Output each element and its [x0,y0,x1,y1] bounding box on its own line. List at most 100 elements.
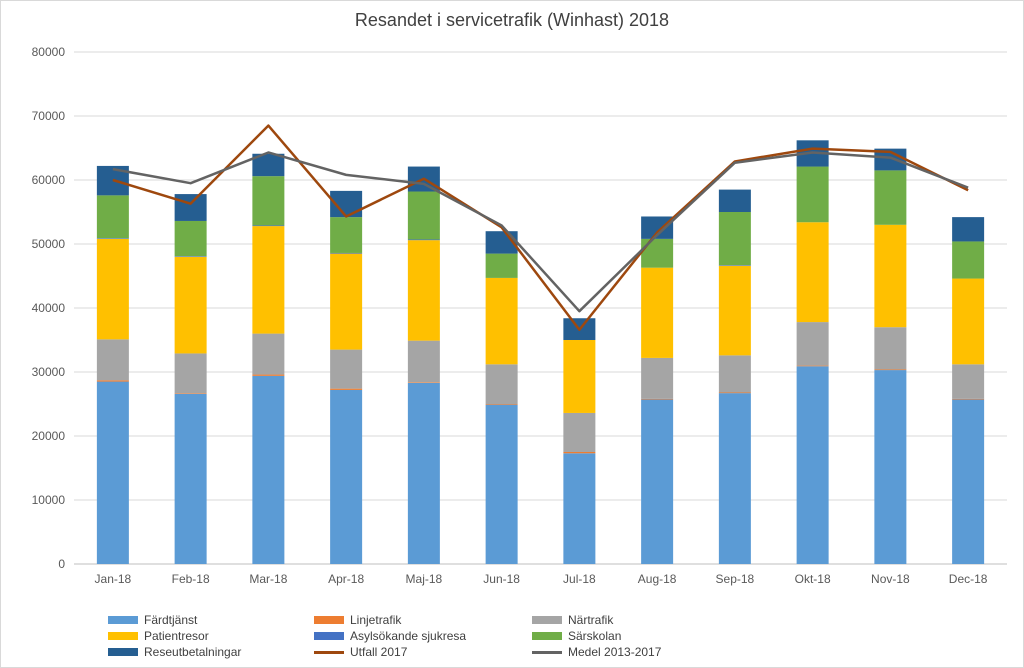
y-tick-label: 10000 [32,493,66,507]
legend-swatch [108,648,138,656]
bar-segment-närtrafik [563,412,596,452]
legend-label: Patientresor [144,629,209,643]
x-tick-label: Jan-18 [95,572,132,586]
x-tick-label: Jul-18 [563,572,596,586]
bar-segment-färdtjänst [718,393,751,564]
bar-segment-patientresor [96,238,129,340]
bar-segment-närtrafik [174,353,207,394]
bar-segment-patientresor [174,256,207,354]
bar-segment-särskolan [796,166,829,223]
bar-segment-asylsökande-sjukresa [96,238,129,239]
chart-title: Resandet i servicetrafik (Winhast) 2018 [354,10,670,30]
bar-segment-linjetrafik [796,365,829,367]
y-tick-label: 0 [58,557,65,571]
bar-segment-särskolan [718,212,751,266]
bar-segment-särskolan [874,170,907,225]
bar-segment-färdtjänst [252,375,285,564]
legend-swatch [108,616,138,624]
legend-label: Asylsökande sjukresa [350,629,467,643]
bar-segment-färdtjänst [485,404,518,564]
bar-segment-linjetrafik [174,393,207,394]
legend-item-reseutbetalningar: Reseutbetalningar [108,644,241,660]
chart-plot: 0 10000 20000 30000 40000 50000 60000 70000 8000… [32,45,1007,586]
legend-item-utfall-2017: Utfall 2017 [314,644,407,660]
x-tick-label: Mar-18 [249,572,287,586]
x-tick-label: Okt-18 [795,572,831,586]
bar-segment-närtrafik [96,339,129,381]
bar-segment-färdtjänst [96,381,129,564]
bar-segment-närtrafik [407,340,440,383]
bar-segment-linjetrafik [874,369,907,371]
bar-segment-patientresor [641,267,674,358]
series-line-utfall-2017 [112,124,969,332]
bar-segment-färdtjänst [641,399,674,564]
bar-segment-patientresor [874,224,907,328]
legend-swatch [314,632,344,640]
legend-label: Särskolan [568,629,622,643]
bar-segment-patientresor [485,277,518,365]
legend-label: Linjetrafik [350,613,402,627]
bar-segment-färdtjänst [407,382,440,564]
y-tick-label: 50000 [32,237,66,251]
bar-segment-reseutbetalningar [874,148,907,171]
bar-segment-patientresor [718,265,751,356]
bar-segment-linjetrafik [407,382,440,383]
x-tick-label: Sep-18 [716,572,755,586]
bar-segment-linjetrafik [485,404,518,405]
bar-segment-patientresor [563,340,596,413]
bar-segment-asylsökande-sjukresa [718,265,751,266]
x-tick-label: Dec-18 [949,572,988,586]
y-tick-label: 30000 [32,365,66,379]
x-tick-label: Aug-18 [638,572,677,586]
bar-segment-särskolan [407,191,440,240]
y-tick-label: 60000 [32,173,66,187]
y-tick-label: 40000 [32,301,66,315]
legend-label: Närtrafik [568,613,614,627]
legend-item-asylsokande-sjukresa: Asylsökande sjukresa [314,628,466,644]
legend-item-linjetrafik: Linjetrafik [314,612,401,628]
bar-segment-linjetrafik [96,380,129,382]
bar-segment-reseutbetalningar [641,216,674,239]
bar-segment-särskolan [174,220,207,257]
bar-segment-närtrafik [485,364,518,404]
bar-segment-färdtjänst [952,399,985,564]
y-tick-label: 70000 [32,109,66,123]
bar-segment-patientresor [252,226,285,334]
bar-segment-asylsökande-sjukresa [252,225,285,227]
bar-segment-färdtjänst [174,393,207,564]
bar-segment-särskolan [96,195,129,239]
bar-segment-färdtjänst [796,366,829,564]
bar-segment-närtrafik [330,349,363,389]
legend-line-swatch [314,650,344,654]
bar-segment-linjetrafik [563,452,596,454]
bar-segment-asylsökande-sjukresa [174,256,207,257]
legend-item-medel-2013-2017: Medel 2013-2017 [532,644,661,660]
legend-line-swatch [532,650,562,654]
bar-segment-linjetrafik [952,398,985,400]
chart-legend: Färdtjänst Patientresor Reseutbetalninga… [108,612,1008,664]
bar-segment-patientresor [330,253,363,350]
bar-segment-särskolan [330,217,363,253]
bar-segment-särskolan [252,176,285,226]
y-tick-label: 80000 [32,45,66,59]
bar-segment-särskolan [641,238,674,268]
bar-segment-reseutbetalningar [174,194,207,221]
y-tick-label: 20000 [32,429,66,443]
x-tick-label: Nov-18 [871,572,910,586]
bar-segment-närtrafik [641,357,674,399]
bar-segment-särskolan [952,241,985,279]
legend-swatch [314,616,344,624]
series-line-medel-2013-2017 [112,151,969,313]
legend-swatch [532,616,562,624]
bar-segment-linjetrafik [330,388,363,390]
legend-label: Färdtjänst [144,613,198,627]
x-tick-label: Maj-18 [406,572,443,586]
legend-swatch [532,632,562,640]
bar-segment-patientresor [796,222,829,323]
bar-segment-linjetrafik [641,398,674,400]
legend-item-nartrafik: Närtrafik [532,612,613,628]
legend-label: Reseutbetalningar [144,645,242,659]
bar-segment-närtrafik [796,322,829,366]
bar-segment-reseutbetalningar [252,153,285,177]
x-tick-label: Jun-18 [483,572,520,586]
